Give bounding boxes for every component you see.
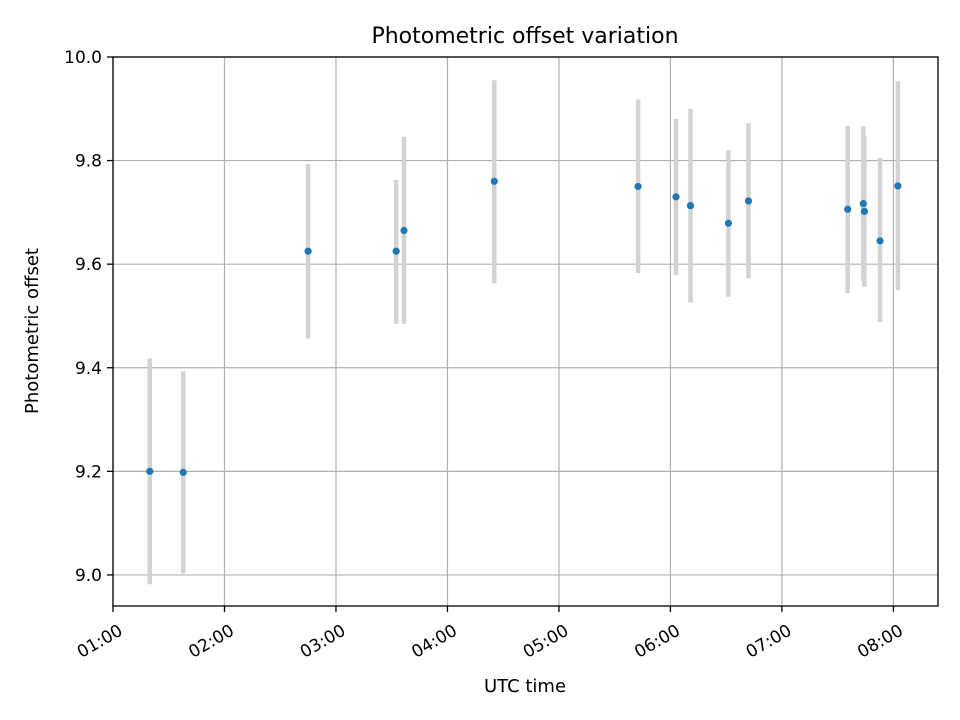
data-point [744,197,753,205]
x-tick-label: 01:00 [74,621,126,663]
data-point [304,247,312,255]
x-tick-label: 07:00 [743,621,795,663]
data-point [844,205,852,213]
y-tick-label: 9.0 [75,566,102,586]
y-tick-label: 9.6 [75,255,102,275]
data-point [634,182,642,191]
data-point [894,182,902,190]
x-tick-label: 03:00 [297,621,349,663]
data-point [672,193,680,201]
plot-area [113,57,938,606]
data-point [859,199,867,208]
x-tick-label: 08:00 [854,621,906,663]
data-point [392,247,400,255]
y-tick-label: 9.8 [75,152,102,172]
x-tick-label: 02:00 [185,621,237,663]
x-tick-label: 04:00 [408,621,460,663]
y-axis-label: Photometric offset [22,248,43,414]
data-point [686,202,695,210]
data-point [490,177,498,185]
data-point [146,467,154,475]
data-point [876,237,884,245]
y-tick-label: 9.2 [75,462,102,482]
data-point [400,226,408,235]
y-tick-label: 9.4 [75,359,102,379]
point-layer [146,177,902,476]
data-point [179,468,187,476]
plot-frame [112,56,939,607]
x-tick-label: 05:00 [520,621,572,663]
x-tick-label: 06:00 [631,621,683,663]
chart-title: Photometric offset variation [371,24,678,49]
data-point [724,219,733,227]
data-point [860,207,869,215]
x-axis-label: UTC time [484,676,566,697]
y-tick-label: 10.0 [64,48,102,68]
